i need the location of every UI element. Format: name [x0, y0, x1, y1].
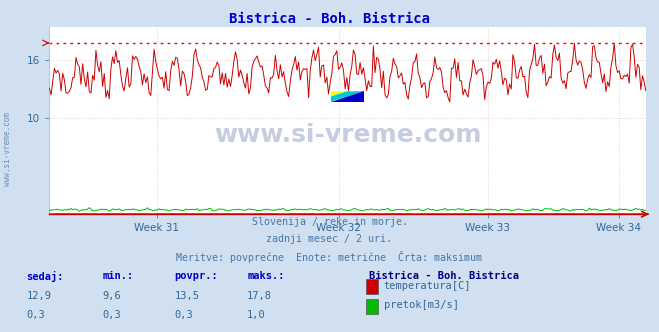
Text: Meritve: povprečne  Enote: metrične  Črta: maksimum: Meritve: povprečne Enote: metrične Črta:…	[177, 251, 482, 263]
Text: 0,3: 0,3	[26, 310, 45, 320]
Text: sedaj:: sedaj:	[26, 271, 64, 282]
Text: 0,3: 0,3	[102, 310, 121, 320]
Polygon shape	[331, 91, 364, 102]
Text: zadnji mesec / 2 uri.: zadnji mesec / 2 uri.	[266, 234, 393, 244]
Text: 17,8: 17,8	[247, 290, 272, 300]
Text: 1,0: 1,0	[247, 310, 266, 320]
Polygon shape	[331, 91, 364, 102]
Text: 12,9: 12,9	[26, 290, 51, 300]
Text: povpr.:: povpr.:	[175, 271, 218, 281]
Text: maks.:: maks.:	[247, 271, 285, 281]
Polygon shape	[331, 91, 347, 96]
Text: 13,5: 13,5	[175, 290, 200, 300]
Text: www.si-vreme.com: www.si-vreme.com	[214, 124, 481, 147]
Text: 0,3: 0,3	[175, 310, 193, 320]
Text: Slovenija / reke in morje.: Slovenija / reke in morje.	[252, 217, 407, 227]
Text: www.si-vreme.com: www.si-vreme.com	[3, 113, 13, 186]
Text: 9,6: 9,6	[102, 290, 121, 300]
Text: Bistrica - Boh. Bistrica: Bistrica - Boh. Bistrica	[229, 12, 430, 26]
Text: pretok[m3/s]: pretok[m3/s]	[384, 300, 459, 310]
Text: Bistrica - Boh. Bistrica: Bistrica - Boh. Bistrica	[369, 271, 519, 281]
Text: temperatura[C]: temperatura[C]	[384, 281, 471, 290]
Text: min.:: min.:	[102, 271, 133, 281]
